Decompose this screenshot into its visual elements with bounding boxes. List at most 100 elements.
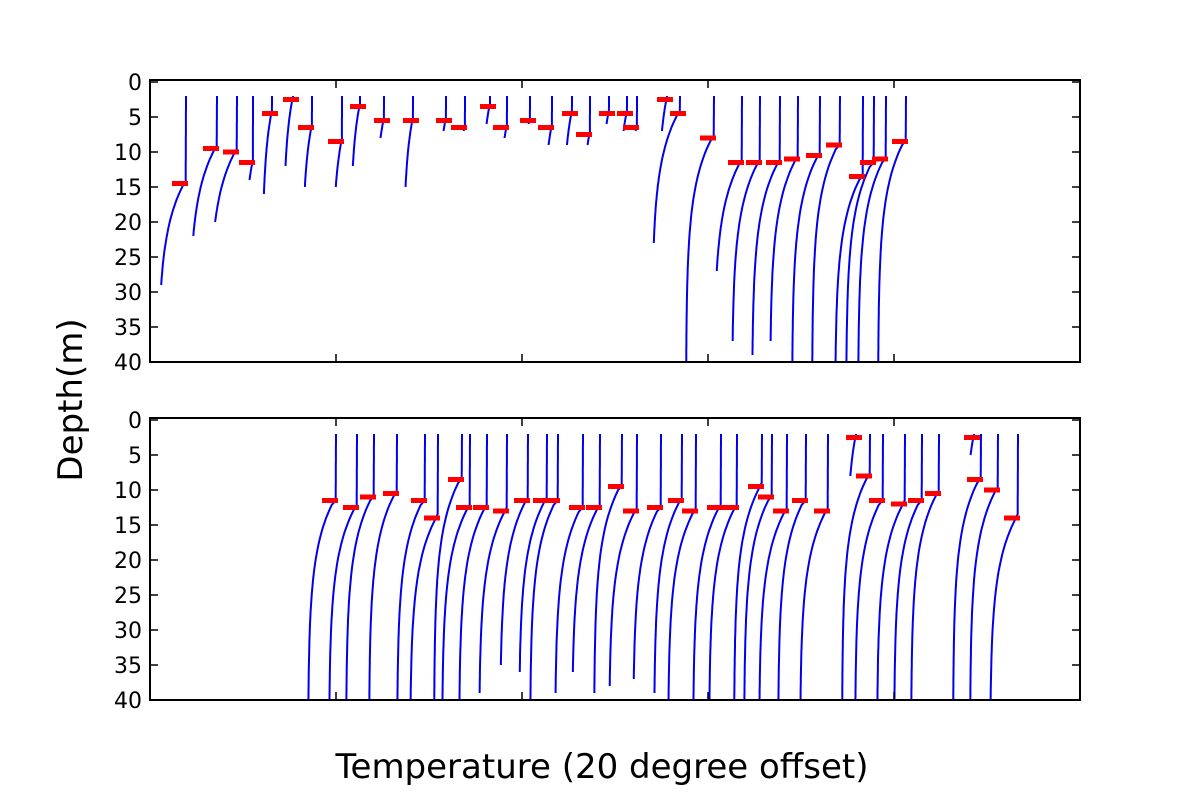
mixed-layer-depth-marker <box>298 125 314 130</box>
mixed-layer-depth-marker <box>424 515 440 521</box>
mixed-layer-depth-marker <box>964 435 980 440</box>
bottom-panel: 0 5 10 15 20 25 30 35 40 <box>114 409 1081 714</box>
mixed-layer-depth-marker <box>538 125 554 130</box>
temperature-profile-line <box>262 96 273 195</box>
temperature-profile-line <box>458 434 488 700</box>
mixed-layer-depth-marker <box>576 132 592 137</box>
mixed-layer-depth-marker <box>728 160 744 165</box>
temperature-profile-line <box>708 434 738 700</box>
temperature-profile-line <box>692 434 722 700</box>
mixed-layer-depth-marker <box>670 111 686 116</box>
mixed-layer-depth-marker <box>891 501 907 507</box>
temperature-profile-line <box>876 434 906 700</box>
mixed-layer-depth-marker <box>436 118 452 123</box>
y-tick-label: 15 <box>114 514 142 539</box>
temperature-profile-line <box>192 96 218 237</box>
mixed-layer-depth-marker <box>328 139 344 144</box>
temperature-profile-line <box>328 434 358 700</box>
temperature-profile-line <box>652 96 681 244</box>
mixed-layer-depth-marker <box>748 484 764 489</box>
mixed-layer-depth-marker <box>493 508 509 514</box>
temperature-profile-line <box>441 434 471 700</box>
temperature-profile-line <box>547 96 553 146</box>
temperature-profile-line <box>731 96 761 341</box>
y-tick-label: 35 <box>114 316 142 341</box>
temperature-profile-line <box>529 434 559 700</box>
temperature-profile-line <box>799 434 829 700</box>
temperature-profile-line <box>751 96 781 355</box>
mixed-layer-depth-marker <box>814 508 830 514</box>
temperature-profile-line <box>632 434 662 679</box>
temperature-profile-line <box>758 434 788 700</box>
mixed-layer-depth-marker <box>514 498 530 503</box>
temperature-profile-line <box>368 434 398 700</box>
axes-frame <box>149 417 1081 701</box>
mixed-layer-depth-marker <box>350 104 366 109</box>
mixed-layer-depth-marker <box>569 505 585 510</box>
mixed-layer-depth-marker <box>682 508 698 514</box>
temperature-profile-line <box>605 96 610 125</box>
temperature-profile-line <box>715 96 743 272</box>
mixed-layer-depth-marker <box>806 153 822 158</box>
y-tick-label: 5 <box>128 106 142 131</box>
mixed-layer-depth-marker <box>448 477 464 482</box>
mixed-layer-depth-marker <box>647 505 663 510</box>
y-tick-label: 25 <box>114 246 142 271</box>
mixed-layer-depth-marker <box>262 111 278 116</box>
temperature-profile-line <box>503 96 508 139</box>
temperature-profile-line <box>877 96 907 362</box>
mixed-layer-depth-marker <box>860 160 876 165</box>
temperature-profile-line <box>284 96 294 167</box>
temperature-profile-line <box>160 96 187 286</box>
temperature-profile-line <box>345 434 375 700</box>
mixed-layer-depth-marker <box>451 125 467 130</box>
mixed-layer-depth-marker <box>283 97 299 102</box>
temperature-profile-line <box>404 96 414 188</box>
axes-frame <box>149 79 1081 363</box>
y-tick-label: 40 <box>114 351 142 376</box>
temperature-profile-line <box>593 434 623 693</box>
mixed-layer-depth-marker <box>892 139 908 144</box>
y-tick-label: 0 <box>128 409 142 434</box>
temperature-profile-line <box>518 434 548 672</box>
mixed-layer-depth-marker <box>520 118 536 123</box>
mixed-layer-depth-marker <box>360 494 376 500</box>
temperature-profile-line <box>571 434 601 672</box>
mixed-layer-depth-marker <box>623 508 639 514</box>
temperature-profile-line <box>952 434 982 700</box>
mixed-layer-depth-marker <box>493 125 509 130</box>
mixed-layer-depth-marker <box>849 174 865 179</box>
y-axis-label: Depth(m) <box>51 318 91 481</box>
temperature-profile-line <box>910 434 940 700</box>
profiles-group <box>160 96 907 362</box>
temperature-profile-line <box>307 434 337 700</box>
mixed-layer-depth-marker <box>562 111 578 116</box>
mixed-layer-depth-marker <box>599 111 615 116</box>
mixed-layer-depth-marker <box>403 118 419 123</box>
mixed-layer-depth-marker <box>411 498 427 503</box>
mixed-layer-depth-marker <box>766 160 782 165</box>
mixed-layer-depth-marker <box>473 505 489 510</box>
mixed-layer-depth-marker <box>383 491 399 496</box>
mixed-layer-depth-marker <box>758 494 774 500</box>
temperature-profile-line <box>769 96 799 342</box>
temperature-profile-line <box>834 96 864 362</box>
mixed-layer-depth-marker <box>623 125 639 130</box>
mixed-layer-depth-marker <box>456 505 472 510</box>
mixed-layer-depth-marker <box>967 477 983 482</box>
mixed-layer-depth-marker <box>223 149 239 155</box>
temperature-profile-line <box>989 434 1019 700</box>
mixed-layer-depth-marker <box>908 498 924 503</box>
temperature-profile-line <box>777 434 807 700</box>
temperature-profile-line <box>857 96 887 362</box>
temperature-profile-line <box>499 434 529 665</box>
mixed-layer-depth-marker <box>544 498 560 503</box>
temperature-profile-line <box>893 434 923 700</box>
mixed-layer-depth-marker <box>784 156 800 162</box>
y-tick-label: 30 <box>114 619 142 644</box>
temperature-profile-line <box>743 434 773 700</box>
mixed-layer-depth-marker <box>826 142 842 148</box>
temperature-profile-line <box>554 434 584 693</box>
x-axis-label: Temperature (20 degree offset) <box>335 747 869 787</box>
temperature-profile-line <box>586 96 591 146</box>
